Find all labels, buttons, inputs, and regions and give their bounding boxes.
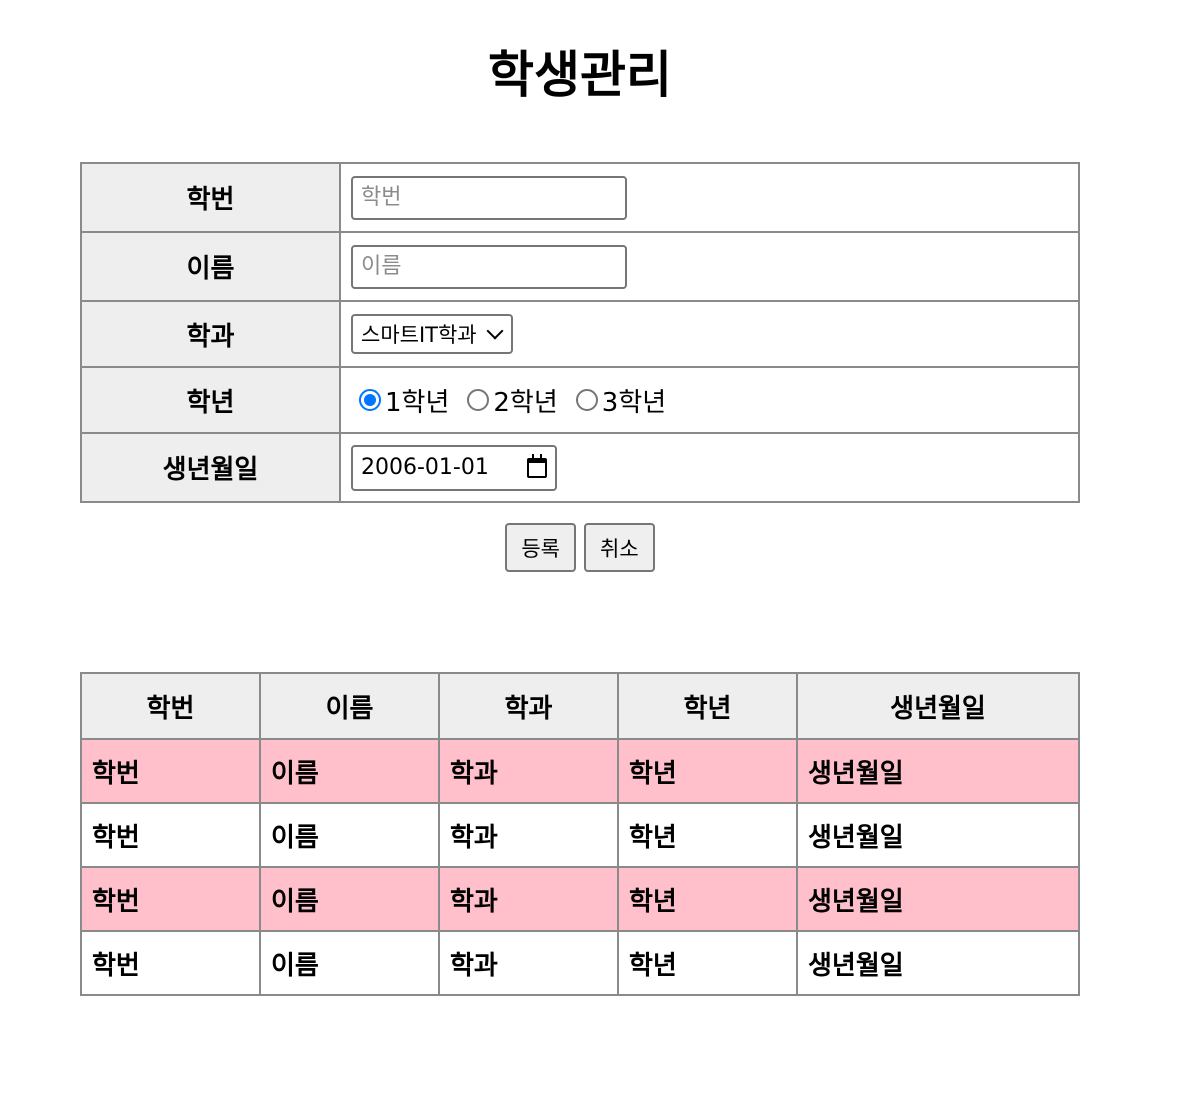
table-cell: 학번 xyxy=(80,866,261,932)
form-row-student-id: 학번 xyxy=(80,162,1080,233)
grade-option-1[interactable]: 1학년 xyxy=(359,382,449,419)
table-row[interactable]: 학번 이름 학과 학년 생년월일 xyxy=(80,738,1080,804)
birthdate-value: 2006-01-01 xyxy=(361,455,489,480)
table-cell: 생년월일 xyxy=(796,738,1080,804)
table-cell: 학번 xyxy=(80,738,261,804)
form-row-grade: 학년 1학년 2학년 3학년 xyxy=(80,366,1080,434)
table-cell: 학과 xyxy=(438,930,619,996)
grade-option-label: 1학년 xyxy=(385,387,450,418)
form-button-row: 등록 취소 xyxy=(0,523,1160,572)
birthdate-cell: 2006-01-01 xyxy=(339,432,1080,503)
grade-option-label: 2학년 xyxy=(493,387,558,418)
column-header-student-id: 학번 xyxy=(80,672,261,740)
birthdate-label: 생년월일 xyxy=(80,432,341,503)
department-selected-value: 스마트IT학과 xyxy=(361,323,477,347)
register-button[interactable]: 등록 xyxy=(505,523,576,572)
table-cell: 이름 xyxy=(259,738,440,804)
page-title: 학생관리 xyxy=(488,46,672,104)
department-label: 학과 xyxy=(80,300,341,368)
student-id-input[interactable] xyxy=(351,175,627,220)
table-cell: 생년월일 xyxy=(796,866,1080,932)
department-select[interactable]: 스마트IT학과 xyxy=(351,314,513,354)
column-header-name: 이름 xyxy=(259,672,440,740)
grade-option-label: 3학년 xyxy=(601,387,667,418)
table-row[interactable]: 학번 이름 학과 학년 생년월일 xyxy=(80,802,1080,868)
cancel-button[interactable]: 취소 xyxy=(584,523,655,572)
form-row-department: 학과 스마트IT학과 xyxy=(80,300,1080,368)
table-cell: 이름 xyxy=(259,802,440,868)
table-cell: 생년월일 xyxy=(796,802,1080,868)
student-list-table: 학번 이름 학과 학년 생년월일 학번 이름 학과 학년 생년월일 학번 이름 … xyxy=(80,672,1080,996)
table-cell: 학과 xyxy=(438,866,619,932)
grade-cell: 1학년 2학년 3학년 xyxy=(339,366,1080,434)
table-cell: 학년 xyxy=(617,866,798,932)
table-cell: 학년 xyxy=(617,802,798,868)
grade-radio-3[interactable] xyxy=(575,389,598,411)
student-id-cell xyxy=(339,162,1080,233)
table-cell: 학년 xyxy=(617,738,798,804)
column-header-department: 학과 xyxy=(438,672,619,740)
table-cell: 이름 xyxy=(259,866,440,932)
table-cell: 학번 xyxy=(80,802,261,868)
table-cell: 학과 xyxy=(438,802,619,868)
table-row[interactable]: 학번 이름 학과 학년 생년월일 xyxy=(80,930,1080,996)
table-header-row: 학번 이름 학과 학년 생년월일 xyxy=(80,672,1080,740)
grade-radio-2[interactable] xyxy=(467,389,490,411)
name-cell xyxy=(339,231,1080,302)
department-cell: 스마트IT학과 xyxy=(339,300,1080,368)
table-cell: 학과 xyxy=(438,738,619,804)
table-cell: 생년월일 xyxy=(796,930,1080,996)
table-cell: 이름 xyxy=(259,930,440,996)
birthdate-input[interactable]: 2006-01-01 xyxy=(351,444,557,491)
form-row-name: 이름 xyxy=(80,231,1080,302)
grade-option-3[interactable]: 3학년 xyxy=(575,382,667,419)
form-row-birthdate: 생년월일 2006-01-01 xyxy=(80,432,1080,503)
grade-radio-group: 1학년 2학년 3학년 xyxy=(351,382,1068,419)
column-header-grade: 학년 xyxy=(617,672,798,740)
name-label: 이름 xyxy=(80,231,341,302)
grade-radio-1[interactable] xyxy=(359,389,381,411)
student-id-label: 학번 xyxy=(80,162,341,233)
calendar-icon[interactable] xyxy=(527,453,547,478)
grade-option-2[interactable]: 2학년 xyxy=(467,382,558,419)
chevron-down-icon xyxy=(486,322,504,340)
name-input[interactable] xyxy=(351,244,627,289)
column-header-birthdate: 생년월일 xyxy=(796,672,1080,740)
grade-label: 학년 xyxy=(80,366,341,434)
table-row[interactable]: 학번 이름 학과 학년 생년월일 xyxy=(80,866,1080,932)
student-form-table: 학번 이름 학과 스마트IT학과 학년 1학년 xyxy=(80,162,1080,503)
table-cell: 학년 xyxy=(617,930,798,996)
table-cell: 학번 xyxy=(80,930,261,996)
